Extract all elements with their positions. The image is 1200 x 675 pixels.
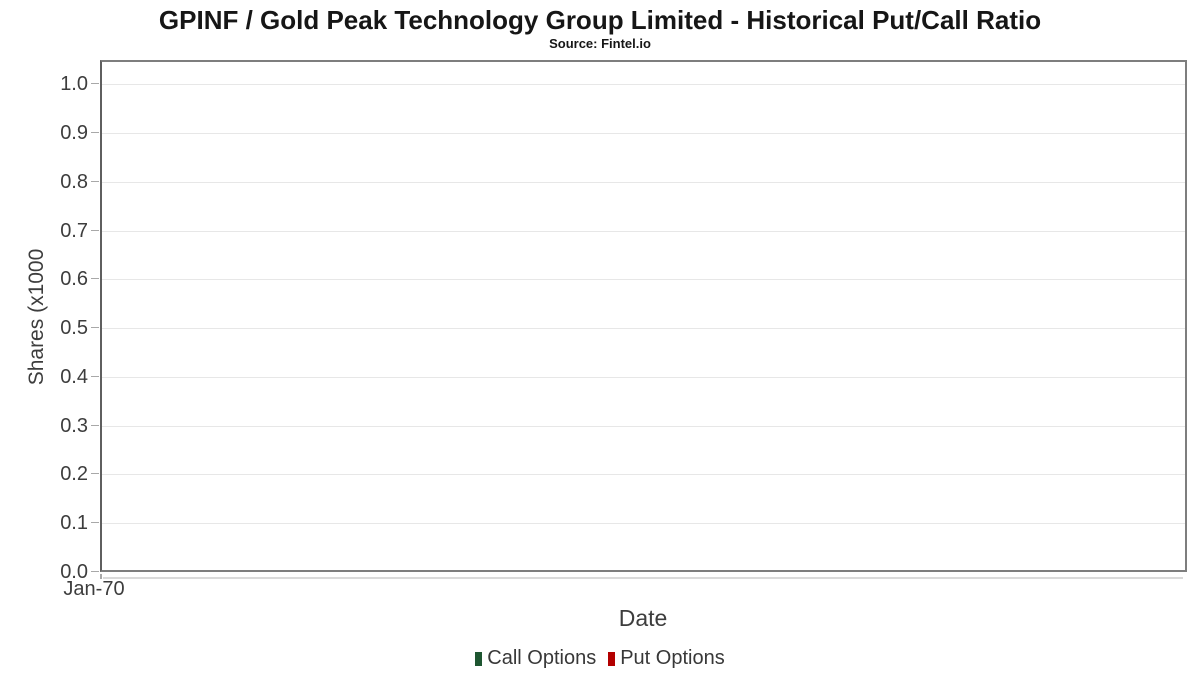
y-tick-label: 0.4: [60, 365, 88, 388]
gridline: [102, 425, 1185, 427]
gridline: [102, 328, 1185, 330]
y-tick-label: 0.2: [60, 463, 88, 486]
y-tick-label: 0.7: [60, 219, 88, 242]
chart-subtitle: Source: Fintel.io: [549, 36, 651, 51]
x-axis-title: Date: [618, 605, 668, 631]
y-tick-label: 0.0: [60, 561, 88, 583]
y-tick-mark: [91, 180, 99, 182]
y-tick-label: 0.9: [60, 122, 88, 145]
legend-label: Call Options: [487, 647, 597, 669]
y-tick-mark: [91, 132, 99, 134]
gridline: [102, 181, 1185, 183]
legend-item-call-options[interactable]: Call Options: [475, 647, 596, 670]
y-tick-mark: [91, 522, 99, 524]
y-tick-label: 0.6: [60, 268, 88, 291]
gridline: [102, 279, 1185, 281]
y-tick-label: 0.8: [60, 170, 88, 193]
gridline: [102, 523, 1185, 525]
y-tick-label: 0.5: [60, 317, 88, 340]
y-tick-mark: [91, 278, 99, 280]
y-tick-label: 0.3: [60, 414, 88, 437]
call-options-swatch-icon: [475, 651, 483, 666]
gridline: [102, 230, 1185, 232]
y-tick-mark: [91, 473, 99, 475]
y-tick-label: 1.0: [60, 73, 88, 96]
legend-label: Put Options: [620, 647, 725, 669]
plot-area: [100, 60, 1187, 572]
y-tick-mark: [91, 571, 99, 572]
x-tick-label: Jan-70: [63, 578, 125, 600]
gridline: [102, 376, 1185, 378]
x-tick-mark: [100, 574, 102, 579]
y-tick-mark: [91, 424, 99, 426]
put-options-swatch-icon: [608, 651, 616, 666]
gridline: [102, 474, 1185, 476]
gridline: [102, 84, 1185, 86]
chart-title: GPINF / Gold Peak Technology Group Limit…: [158, 5, 1042, 35]
y-tick-label: 0.1: [60, 512, 88, 535]
y-tick-mark: [91, 327, 99, 329]
y-tick-mark: [91, 375, 99, 377]
gridline: [102, 133, 1185, 135]
legend-item-put-options[interactable]: Put Options: [608, 647, 725, 670]
plot-bottom-shadow: [103, 577, 1183, 579]
legend: Call Options Put Options: [0, 647, 1200, 670]
y-tick-mark: [91, 83, 99, 85]
y-tick-mark: [91, 229, 99, 231]
